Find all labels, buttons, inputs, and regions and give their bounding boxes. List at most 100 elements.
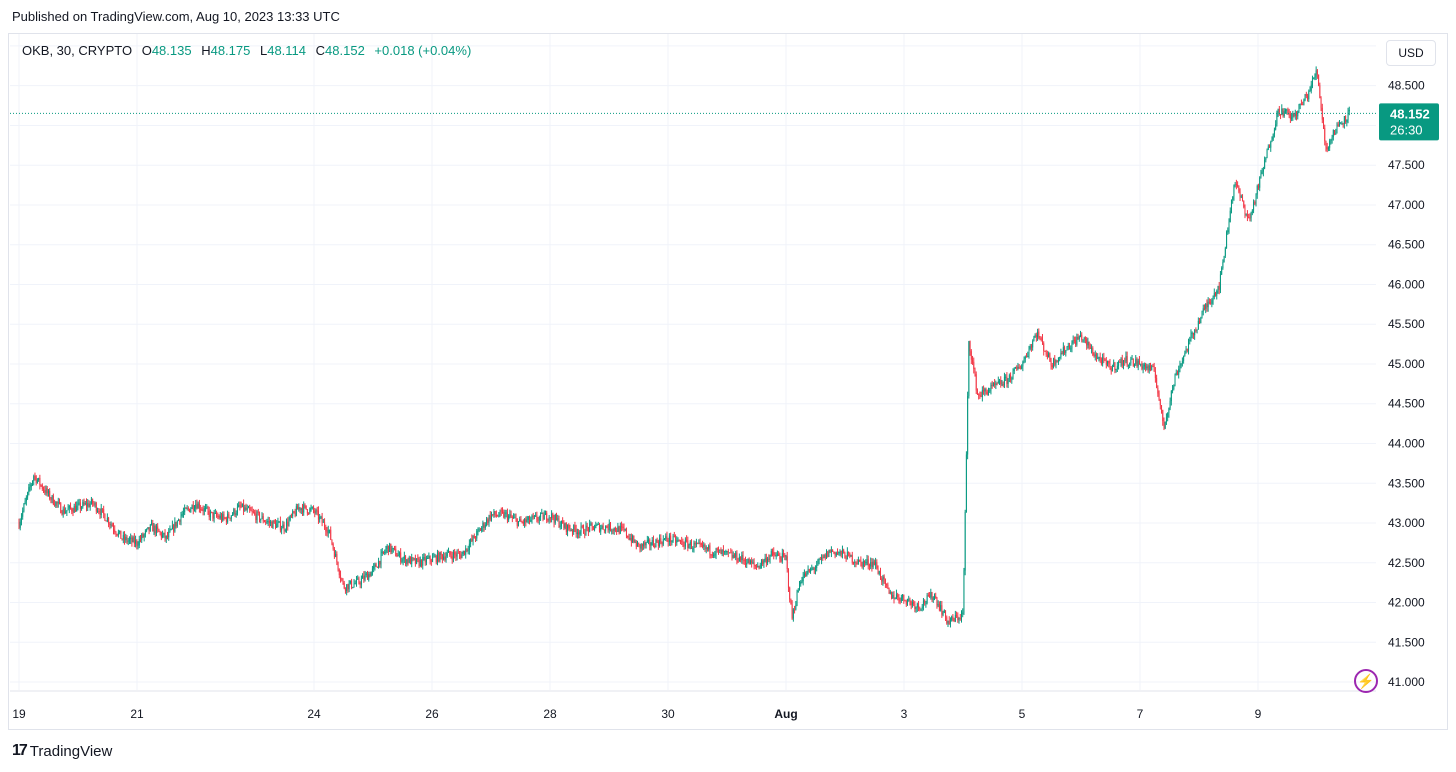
candle-body <box>957 616 959 620</box>
candle-body <box>1205 303 1207 309</box>
candle-body <box>552 513 554 519</box>
candle-body <box>198 503 200 510</box>
candle-body <box>1327 147 1329 150</box>
candle-body <box>1224 248 1226 256</box>
candle-body <box>228 513 230 518</box>
candle-body <box>445 556 447 560</box>
candle-body <box>513 517 515 519</box>
candle-body <box>918 603 920 608</box>
candle-body <box>1307 96 1309 100</box>
candle-body <box>403 556 405 559</box>
candle-body <box>1050 361 1052 366</box>
candle-body <box>439 552 441 562</box>
candle-body <box>308 513 310 515</box>
candle-body <box>699 542 701 544</box>
candle-body <box>844 553 846 559</box>
candle-body <box>494 511 496 516</box>
candle-body <box>56 501 58 504</box>
candle-body <box>536 515 538 520</box>
candle-body <box>1237 184 1239 187</box>
x-tick-label: 24 <box>307 707 321 721</box>
candle-body <box>807 569 809 572</box>
candle-body <box>1043 343 1045 351</box>
lightning-icon[interactable]: ⚡ <box>1354 669 1378 693</box>
candle-body <box>434 555 436 557</box>
candle-body <box>265 521 267 523</box>
candle-body <box>342 579 344 583</box>
candle-body <box>46 488 48 494</box>
candle-body <box>554 514 556 523</box>
candle-body <box>84 503 86 505</box>
candle-body <box>28 487 30 493</box>
candle-body <box>256 511 258 521</box>
candle-body <box>1172 389 1174 392</box>
candle-body <box>1071 343 1073 349</box>
candle-body <box>166 535 168 538</box>
candle-body <box>838 552 840 554</box>
candle-body <box>1311 78 1313 85</box>
candle-body <box>1026 356 1028 358</box>
candle-body <box>1080 334 1082 337</box>
candle-body <box>537 519 539 521</box>
candle-body <box>352 586 354 588</box>
candle-body <box>670 535 672 543</box>
candle-body <box>492 514 494 516</box>
candle-body <box>128 539 130 541</box>
candle-body <box>1194 329 1196 336</box>
candle-body <box>1017 366 1019 369</box>
candle-body <box>407 559 409 563</box>
candle-body <box>293 511 295 513</box>
candle-body <box>1253 202 1255 211</box>
candle-body <box>1281 108 1283 115</box>
candle-body <box>840 550 842 555</box>
candle-body <box>201 509 203 511</box>
candle-body <box>1030 346 1032 348</box>
candle-body <box>487 519 489 523</box>
candle-body <box>90 499 92 504</box>
candle-body <box>632 535 634 543</box>
x-tick-label: 5 <box>1019 707 1026 721</box>
candle-body <box>618 526 620 534</box>
candle-body <box>1082 339 1084 341</box>
candle-body <box>891 591 893 599</box>
candle-body <box>1087 341 1089 346</box>
candle-body <box>239 504 241 507</box>
candle-body <box>975 374 977 391</box>
candle-body <box>684 539 686 547</box>
candle-body <box>1053 358 1055 368</box>
candle-body <box>868 565 870 567</box>
candle-body <box>859 559 861 561</box>
candle-body <box>374 564 376 567</box>
candle-body <box>774 555 776 557</box>
candle-body <box>189 508 191 512</box>
candle-body <box>616 530 618 532</box>
candle-body <box>981 390 983 397</box>
symbol-label[interactable]: OKB, 30, CRYPTO <box>22 43 133 58</box>
candle-body <box>986 391 988 395</box>
candle-body <box>1272 134 1274 140</box>
currency-button[interactable]: USD <box>1386 40 1436 66</box>
candle-body <box>440 552 442 555</box>
candle-body <box>1340 123 1342 125</box>
candle-body <box>202 509 204 512</box>
candle-body <box>893 594 895 600</box>
candle-body <box>1196 329 1198 331</box>
candle-body <box>984 389 986 392</box>
candle-body <box>943 610 945 613</box>
candle-body <box>481 527 483 531</box>
candle-body <box>716 548 718 551</box>
candle-body <box>121 538 123 540</box>
candle-body <box>1213 293 1215 297</box>
candle-body <box>747 558 749 563</box>
candle-body <box>392 548 394 550</box>
candle-body <box>589 523 591 532</box>
candle-body <box>111 524 113 527</box>
candle-body <box>798 584 800 591</box>
high-key: H <box>201 43 211 58</box>
candle-body <box>1011 378 1013 380</box>
candle-body <box>1348 109 1350 112</box>
candle-body <box>1189 339 1191 341</box>
candle-body <box>1070 348 1072 350</box>
candle-body <box>1083 337 1085 340</box>
